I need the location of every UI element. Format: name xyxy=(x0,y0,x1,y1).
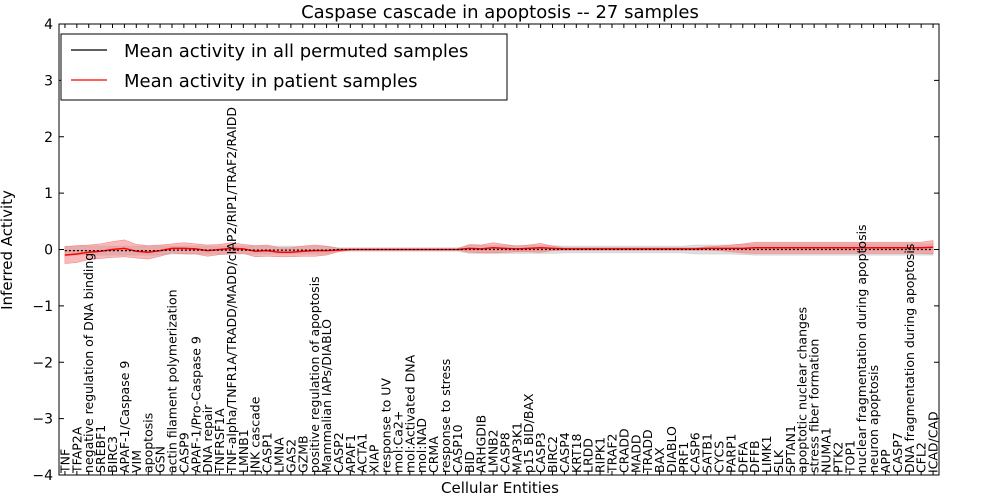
x-category-label: CASP10 xyxy=(450,424,465,473)
x-category-label: BIRC3 xyxy=(105,436,120,473)
x-axis-label: Cellular Entities xyxy=(441,479,559,497)
y-tick-label: −4 xyxy=(32,468,53,484)
x-category-label: LRDD xyxy=(581,438,596,473)
x-category-label: mol:NAD xyxy=(414,418,429,473)
x-category-label: response to UV xyxy=(379,378,394,473)
x-category-label: CASP2 xyxy=(331,432,346,473)
y-tick-label: −1 xyxy=(32,299,53,315)
y-tick-label: 2 xyxy=(44,130,53,146)
x-category-label: LMNB2 xyxy=(486,429,501,473)
x-category-label: TNF-alpha/TNFR1A/TRADD/MADD/cIAP2/RIP1/T… xyxy=(224,107,239,474)
legend: Mean activity in all permuted samples Me… xyxy=(60,33,508,101)
chart-title: Caspase cascade in apoptosis -- 27 sampl… xyxy=(301,2,699,23)
x-category-label: BIRC2 xyxy=(545,436,560,473)
x-category-label: neuron apoptosis xyxy=(866,365,881,473)
x-category-label: GSN xyxy=(153,446,168,473)
x-category-label: DNA fragmentation during apoptosis xyxy=(902,244,917,473)
x-category-label: ICAD/CAD xyxy=(926,411,941,473)
x-category-label: ARHGDIB xyxy=(474,415,489,473)
x-category-label: APP xyxy=(878,449,893,473)
x-category-label: LMNB1 xyxy=(236,429,251,473)
x-category-label: SATB1 xyxy=(700,433,715,473)
x-category-label: response to stress xyxy=(438,359,453,473)
x-category-label: mol:Activated DNA xyxy=(402,354,417,473)
x-category-label: LMNA xyxy=(272,437,287,473)
x-category-label: TRADD xyxy=(640,429,655,474)
x-category-label: ACTA1 xyxy=(355,433,370,473)
x-category-label: DFFB xyxy=(747,440,762,473)
y-axis-label: Inferred Activity xyxy=(0,190,16,310)
legend-label-patient: Mean activity in patient samples xyxy=(124,71,418,92)
x-category-label: APAF1 xyxy=(343,434,358,473)
x-category-label: mol:Ca2+ xyxy=(390,411,405,473)
x-category-label: apoptotic nuclear changes xyxy=(795,307,810,473)
y-tick-label: 1 xyxy=(44,186,53,202)
x-category-label: DNA repair xyxy=(200,404,215,473)
x-category-label: CASP7 xyxy=(890,432,905,473)
x-category-label: TOP1 xyxy=(842,440,857,474)
x-category-label: CASP4 xyxy=(557,432,572,473)
x-category-label: Mammalian IAPs/DIABLO xyxy=(319,319,334,473)
x-category-label: CASP1 xyxy=(260,432,275,473)
x-category-label: GZMB xyxy=(295,435,310,473)
series-0-mean-line xyxy=(64,248,934,252)
x-category-label: stress fiber formation xyxy=(807,339,822,473)
x-category-label: CRADD xyxy=(616,428,631,473)
x-category-label: XIAP xyxy=(367,444,382,473)
x-category-label: PARP1 xyxy=(723,434,738,473)
x-category-label: GAS2 xyxy=(283,439,298,473)
x-category-label: PTK2 xyxy=(830,442,845,473)
x-category-label: MAP3K1 xyxy=(509,422,524,473)
y-tick-label: −2 xyxy=(32,355,53,371)
x-category-label: CASP8 xyxy=(497,432,512,473)
x-category-label: RIPK1 xyxy=(593,437,608,473)
x-category-label: KRT18 xyxy=(569,433,584,473)
x-category-label: LIMK1 xyxy=(759,435,774,473)
y-tick-label: 3 xyxy=(44,73,53,89)
x-category-label: CYCS xyxy=(712,441,727,473)
x-category-label: SLK xyxy=(771,449,786,473)
legend-label-permuted: Mean activity in all permuted samples xyxy=(124,41,468,62)
x-category-label: CASP3 xyxy=(533,432,548,473)
x-category-label: TFAP2A xyxy=(69,426,84,474)
series-1-spread-band xyxy=(64,239,934,264)
x-category-label: CASP9 xyxy=(176,432,191,473)
x-category-label: nuclear fragmentation during apoptosis xyxy=(854,224,869,473)
x-category-label: CFL2 xyxy=(914,442,929,473)
x-category-label: apoptosis xyxy=(141,413,156,473)
x-category-label: SREBF1 xyxy=(93,425,108,473)
x-category-label: DFFA xyxy=(735,441,750,473)
x-category-label: DIABLO xyxy=(664,426,679,473)
x-category-label: BID xyxy=(462,451,477,473)
x-category-label: JNK cascade xyxy=(248,396,263,474)
x-category-label: APAF-1/Pro-Caspase 9 xyxy=(188,336,203,473)
y-tick-label: 0 xyxy=(44,243,53,259)
x-category-label: NUMA1 xyxy=(819,427,834,473)
legend-frame xyxy=(60,33,508,101)
x-category-label: MADD xyxy=(628,434,643,473)
x-category-label: PRF1 xyxy=(676,442,691,473)
x-category-label: BAX xyxy=(652,447,667,473)
x-category-label: SPTAN1 xyxy=(783,425,798,473)
x-category-label: APAF-1/Caspase 9 xyxy=(117,361,132,473)
y-tick-label: 4 xyxy=(44,17,53,33)
x-category-label: p15 BID/BAX xyxy=(521,393,536,473)
x-category-label: TNF xyxy=(57,449,72,474)
x-category-label: TNFRSF1A xyxy=(212,408,227,474)
x-category-label: positive regulation of apoptosis xyxy=(307,276,322,473)
x-category-label: VIM xyxy=(129,450,144,473)
x-category-label: CASP6 xyxy=(688,432,703,473)
x-category-label: actin filament polymerization xyxy=(165,289,180,473)
x-category-label: negative regulation of DNA binding xyxy=(81,253,96,473)
y-tick-label: −3 xyxy=(32,412,53,428)
x-category-label: CRMA xyxy=(426,436,441,473)
x-category-label: TRAF2 xyxy=(605,434,620,475)
